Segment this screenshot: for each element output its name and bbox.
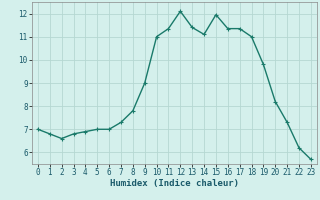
X-axis label: Humidex (Indice chaleur): Humidex (Indice chaleur) xyxy=(110,179,239,188)
